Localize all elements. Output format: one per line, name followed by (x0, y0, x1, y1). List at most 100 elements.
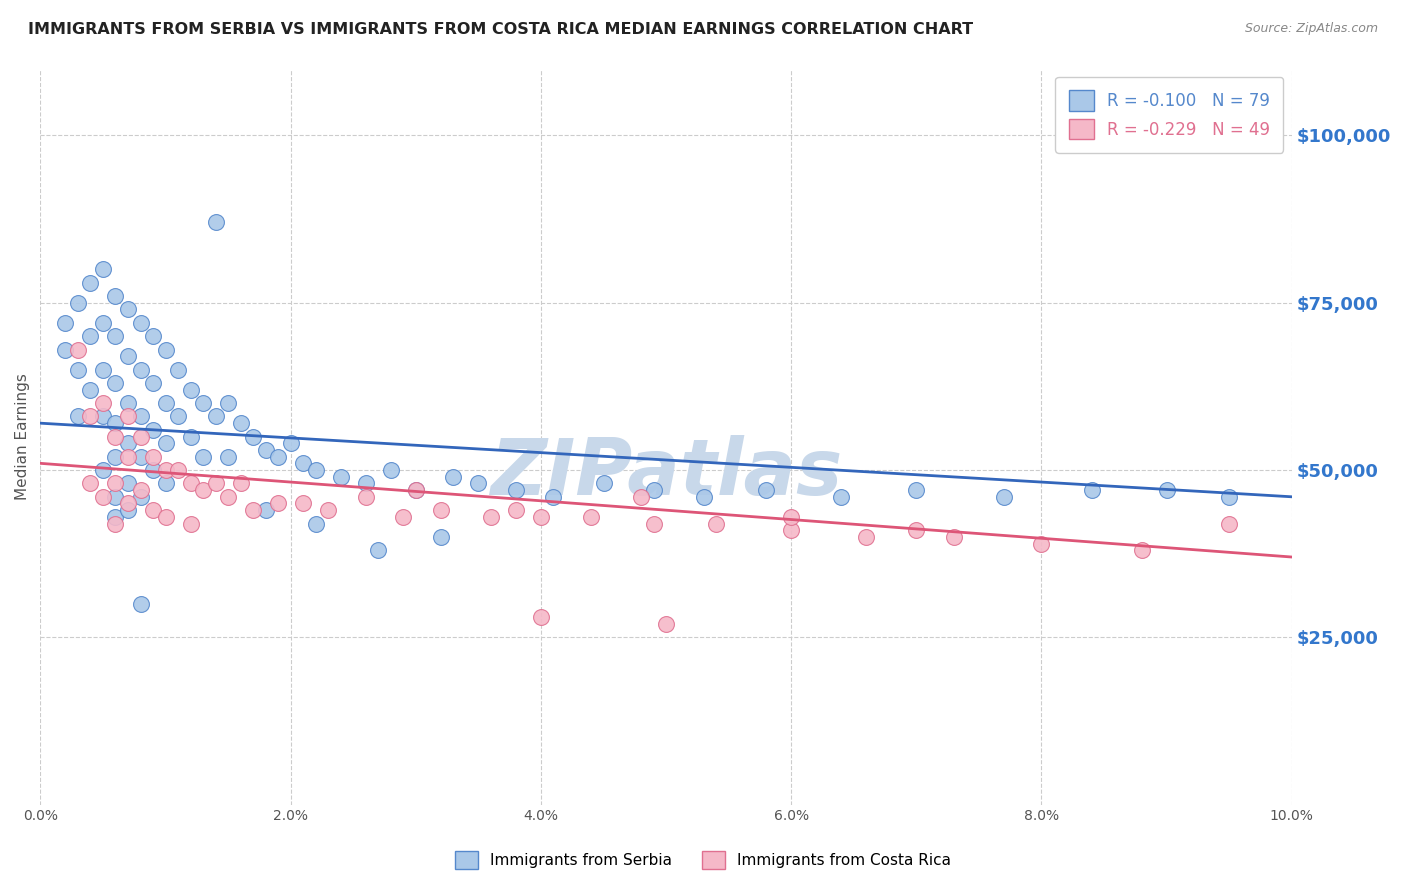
Point (1218, 490, 1240, 504)
Point (430, 503, 453, 517)
Point (142, 376, 165, 390)
Point (505, 503, 527, 517)
Y-axis label: Median Earnings: Median Earnings (15, 373, 30, 500)
Point (167, 362, 190, 376)
Point (79, 329, 101, 343)
Point (305, 463, 328, 477)
Point (180, 516, 202, 531)
Point (643, 516, 665, 531)
Point (142, 503, 165, 517)
Point (755, 483, 778, 497)
Point (530, 509, 553, 524)
Point (66, 362, 89, 376)
Point (104, 289, 127, 303)
Point (104, 490, 127, 504)
Point (117, 396, 139, 410)
Point (505, 483, 527, 497)
Point (217, 396, 239, 410)
Point (380, 463, 402, 477)
Point (167, 409, 190, 424)
Point (367, 543, 389, 558)
Point (117, 450, 139, 464)
Point (104, 416, 127, 430)
Point (117, 409, 139, 424)
Point (267, 450, 290, 464)
Point (117, 349, 139, 363)
Point (305, 516, 328, 531)
Legend: R = -0.100   N = 79, R = -0.229   N = 49: R = -0.100 N = 79, R = -0.229 N = 49 (1056, 77, 1284, 153)
Point (354, 490, 377, 504)
Point (55, 316, 77, 330)
Point (180, 383, 202, 397)
Point (254, 503, 277, 517)
Point (129, 597, 152, 611)
Point (1130, 543, 1153, 558)
Point (441, 469, 464, 483)
Text: Source: ZipAtlas.com: Source: ZipAtlas.com (1244, 22, 1378, 36)
Point (191, 450, 214, 464)
Point (267, 496, 290, 510)
Point (354, 476, 377, 491)
Point (129, 490, 152, 504)
Point (79, 409, 101, 424)
Point (204, 215, 226, 229)
Point (91, 409, 114, 424)
Point (204, 409, 226, 424)
Point (104, 429, 127, 443)
Point (155, 436, 177, 450)
Point (780, 523, 803, 537)
Point (117, 302, 139, 317)
Point (1080, 483, 1102, 497)
Point (242, 503, 264, 517)
Point (104, 450, 127, 464)
Point (1218, 516, 1240, 531)
Point (292, 456, 315, 470)
Point (155, 463, 177, 477)
Point (66, 295, 89, 310)
Point (530, 610, 553, 624)
Point (91, 316, 114, 330)
Point (467, 476, 489, 491)
Point (117, 503, 139, 517)
Point (254, 442, 277, 457)
Point (392, 509, 415, 524)
Point (79, 476, 101, 491)
Point (129, 483, 152, 497)
Point (155, 509, 177, 524)
Point (79, 383, 101, 397)
Point (142, 450, 165, 464)
Point (579, 509, 602, 524)
Point (780, 509, 803, 524)
Point (204, 476, 226, 491)
Point (91, 463, 114, 477)
Point (1156, 483, 1178, 497)
Point (142, 423, 165, 437)
Point (405, 483, 427, 497)
Point (704, 516, 727, 531)
Point (91, 262, 114, 277)
Point (655, 616, 678, 631)
Point (91, 490, 114, 504)
Point (91, 362, 114, 376)
Point (316, 503, 339, 517)
Point (104, 516, 127, 531)
Point (191, 483, 214, 497)
Point (292, 496, 315, 510)
Point (993, 490, 1015, 504)
Point (129, 409, 152, 424)
Point (104, 509, 127, 524)
Point (643, 483, 665, 497)
Point (405, 483, 427, 497)
Point (217, 450, 239, 464)
Point (129, 316, 152, 330)
Point (66, 343, 89, 357)
Point (942, 530, 965, 544)
Point (592, 476, 614, 491)
Point (104, 376, 127, 390)
Point (1031, 536, 1053, 550)
Point (905, 483, 928, 497)
Point (117, 476, 139, 491)
Text: IMMIGRANTS FROM SERBIA VS IMMIGRANTS FROM COSTA RICA MEDIAN EARNINGS CORRELATION: IMMIGRANTS FROM SERBIA VS IMMIGRANTS FRO… (28, 22, 973, 37)
Point (79, 276, 101, 290)
Point (155, 343, 177, 357)
